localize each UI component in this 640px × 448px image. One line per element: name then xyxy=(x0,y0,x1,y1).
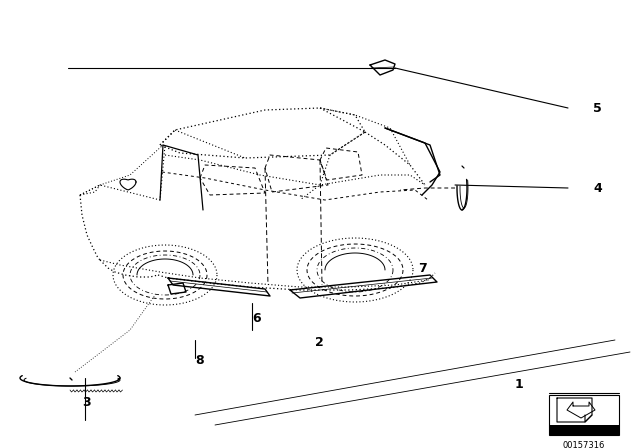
Text: 00157316: 00157316 xyxy=(563,441,605,448)
Bar xyxy=(549,425,619,435)
Text: 5: 5 xyxy=(593,102,602,115)
Text: 3: 3 xyxy=(82,396,91,409)
Text: 1: 1 xyxy=(515,379,524,392)
Text: 8: 8 xyxy=(195,353,204,366)
Text: 7: 7 xyxy=(418,262,427,275)
Text: 4: 4 xyxy=(593,181,602,194)
Text: 2: 2 xyxy=(315,336,324,349)
Text: 6: 6 xyxy=(252,311,260,324)
Bar xyxy=(549,395,619,435)
